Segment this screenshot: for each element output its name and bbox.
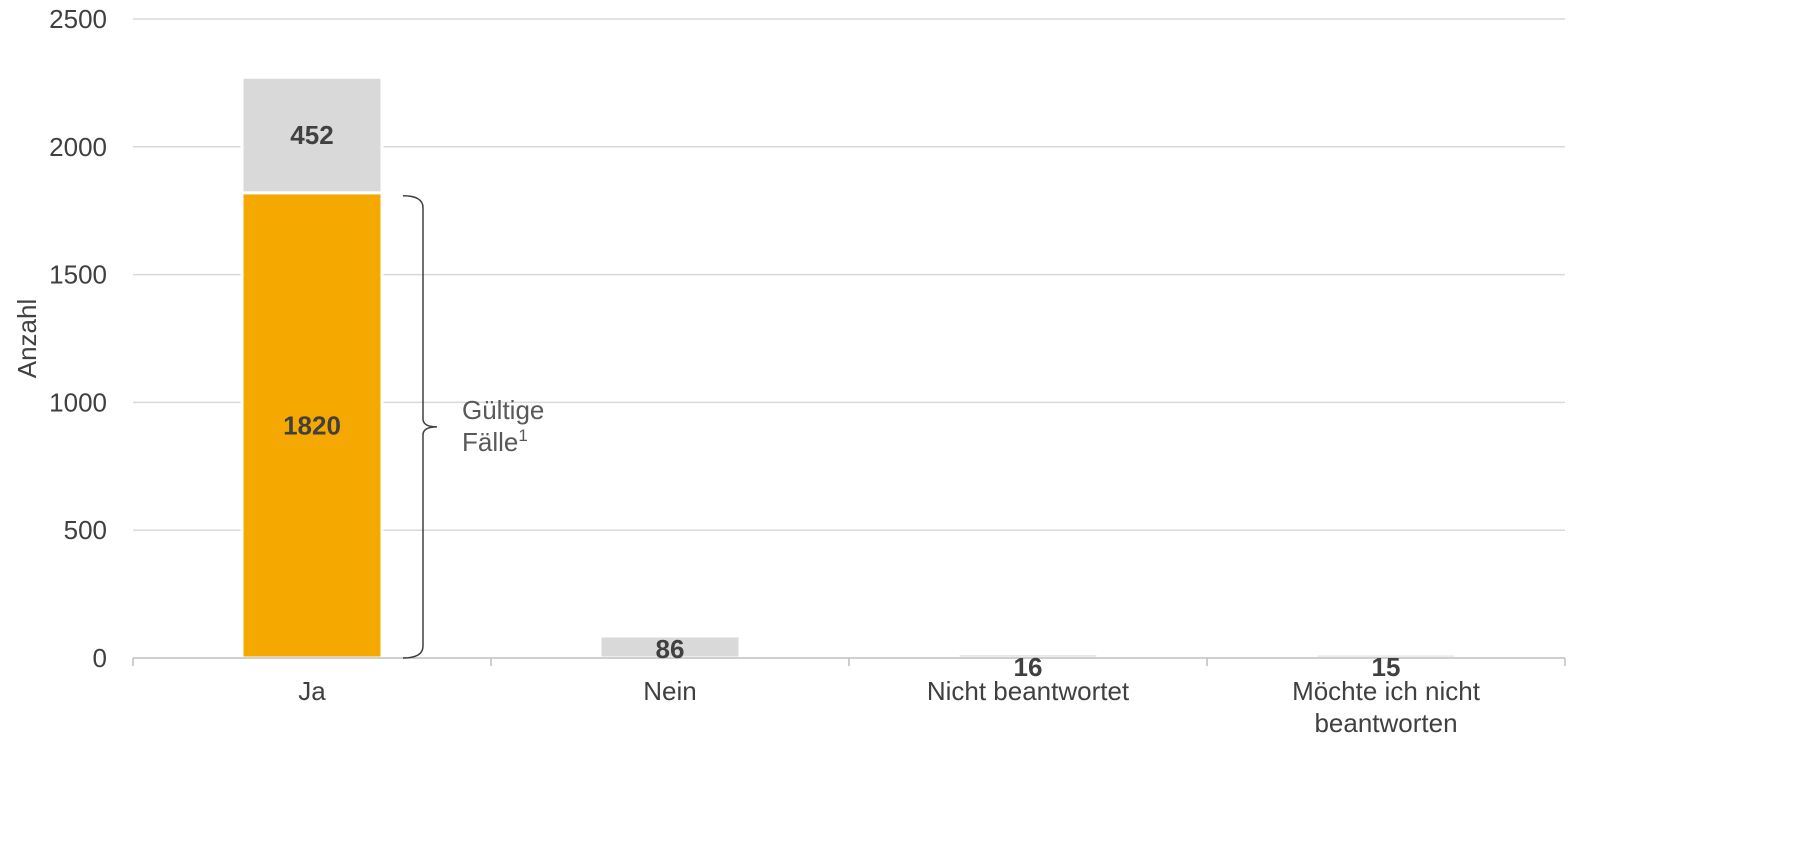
category-label: Nein <box>643 676 696 706</box>
data-label: 15 <box>1372 652 1401 682</box>
category-label: beantworten <box>1314 708 1457 738</box>
y-tick-label: 1000 <box>49 387 107 417</box>
category-labels: Ja Nein Nicht beantwortet Möchte ich nichtb… <box>298 676 1480 738</box>
annotation-line-2: Fälle <box>462 427 518 457</box>
category-label: Nicht beantwortet <box>927 676 1130 706</box>
annotation-label: Gültige Fälle1 <box>462 395 552 457</box>
bar-other <box>240 75 384 195</box>
valid-cases-annotation: Gültige Fälle1 <box>402 195 552 659</box>
annotation-line-1: Gültige <box>462 395 544 425</box>
data-label: 1820 <box>283 410 341 440</box>
data-labels: 1820 452 86 16 15 <box>283 120 1400 682</box>
y-axis-ticks: 0 500 1000 1500 2000 2500 <box>49 4 107 673</box>
y-tick-label: 1500 <box>49 260 107 290</box>
x-axis <box>132 657 1566 666</box>
data-label: 452 <box>290 120 333 150</box>
data-label: 86 <box>656 634 685 664</box>
category-label: Möchte ich nicht <box>1292 676 1481 706</box>
y-tick-label: 2000 <box>49 132 107 162</box>
y-tick-label: 500 <box>64 515 107 545</box>
category-label: Ja <box>298 676 326 706</box>
y-tick-label: 2500 <box>49 4 107 34</box>
y-tick-label: 0 <box>93 643 107 673</box>
y-axis-title: Anzahl <box>12 299 42 379</box>
bars <box>240 75 1458 660</box>
annotation-superscript: 1 <box>518 426 527 445</box>
brace-shape <box>402 195 438 659</box>
data-label: 16 <box>1014 652 1043 682</box>
bar-valid <box>240 191 384 660</box>
